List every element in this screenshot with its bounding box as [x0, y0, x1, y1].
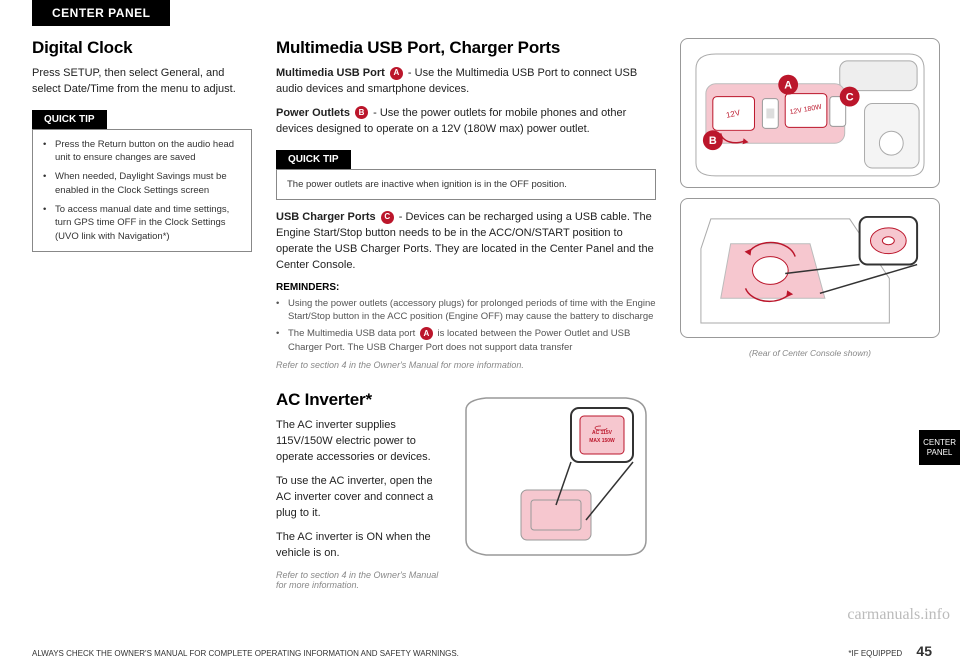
ac-p3: The AC inverter is ON when the vehicle i…	[276, 530, 440, 562]
quicktip-box-power: The power outlets are inactive when igni…	[276, 169, 656, 200]
reminder-item: Using the power outlets (accessory plugs…	[276, 297, 656, 324]
svg-text:AC 115V: AC 115V	[592, 430, 613, 436]
multimedia-line3: USB Charger Ports C - Devices can be rec…	[276, 210, 656, 274]
ac-heading: AC Inverter*	[276, 390, 440, 410]
ac-figure: AC 115V MAX 150W	[456, 390, 656, 590]
svg-text:C: C	[846, 92, 854, 104]
rear-caption: (Rear of Center Console shown)	[680, 348, 940, 358]
digital-clock-heading: Digital Clock	[32, 38, 252, 58]
digital-clock-para: Press SETUP, then select General, and se…	[32, 66, 252, 98]
footer-left: ALWAYS CHECK THE OWNER'S MANUAL FOR COMP…	[32, 649, 459, 658]
multimedia-line2: Power Outlets B - Use the power outlets …	[276, 106, 656, 138]
footer-right: *IF EQUIPPED 45	[848, 643, 932, 659]
reminder-item: The Multimedia USB data port A is locate…	[276, 327, 656, 354]
tip-item: To access manual date and time settings,…	[43, 203, 241, 243]
quicktip-box-clock: Press the Return button on the audio hea…	[32, 129, 252, 252]
quicktip-label: QUICK TIP	[32, 110, 107, 129]
watermark: carmanuals.info	[847, 606, 950, 624]
section-tab: CENTER PANEL	[32, 0, 170, 26]
reminders-head: REMINDERS:	[276, 282, 656, 293]
footer: ALWAYS CHECK THE OWNER'S MANUAL FOR COMP…	[32, 643, 932, 659]
middle-column: Multimedia USB Port, Charger Ports Multi…	[276, 38, 656, 629]
multimedia-heading: Multimedia USB Port, Charger Ports	[276, 38, 656, 58]
badge-a-inline: A	[390, 67, 403, 80]
badge-b-inline: B	[355, 106, 368, 119]
tip-item: When needed, Daylight Savings must be en…	[43, 170, 241, 197]
ac-refer: Refer to section 4 in the Owner's Manual…	[276, 570, 440, 590]
badge-a-inline: A	[420, 327, 433, 340]
main-content: Digital Clock Press SETUP, then select G…	[32, 38, 940, 629]
left-column: Digital Clock Press SETUP, then select G…	[32, 38, 252, 629]
quicktip-label: QUICK TIP	[276, 150, 351, 169]
page-number: 45	[916, 643, 932, 659]
ac-p1: The AC inverter supplies 115V/150W elect…	[276, 418, 440, 466]
center-panel-illustration: 12V 12V 180W A B	[691, 49, 929, 178]
svg-text:B: B	[709, 135, 717, 147]
ac-inverter-illustration: AC 115V MAX 150W	[456, 390, 656, 560]
tip-item: Press the Return button on the audio hea…	[43, 138, 241, 165]
ac-section: AC Inverter* The AC inverter supplies 11…	[276, 390, 656, 590]
svg-text:A: A	[784, 80, 792, 92]
badge-c-inline: C	[381, 211, 394, 224]
rear-console-figure	[680, 198, 940, 338]
right-column: 12V 12V 180W A B	[680, 38, 940, 629]
rear-console-illustration	[691, 209, 929, 328]
ac-p2: To use the AC inverter, open the AC inve…	[276, 474, 440, 522]
refer-text: Refer to section 4 in the Owner's Manual…	[276, 360, 656, 370]
multimedia-line1: Multimedia USB Port A - Use the Multimed…	[276, 66, 656, 98]
center-panel-figure: 12V 12V 180W A B	[680, 38, 940, 188]
reminders-list: Using the power outlets (accessory plugs…	[276, 297, 656, 354]
side-tab: CENTER PANEL	[919, 430, 960, 465]
svg-text:MAX 150W: MAX 150W	[589, 438, 615, 444]
